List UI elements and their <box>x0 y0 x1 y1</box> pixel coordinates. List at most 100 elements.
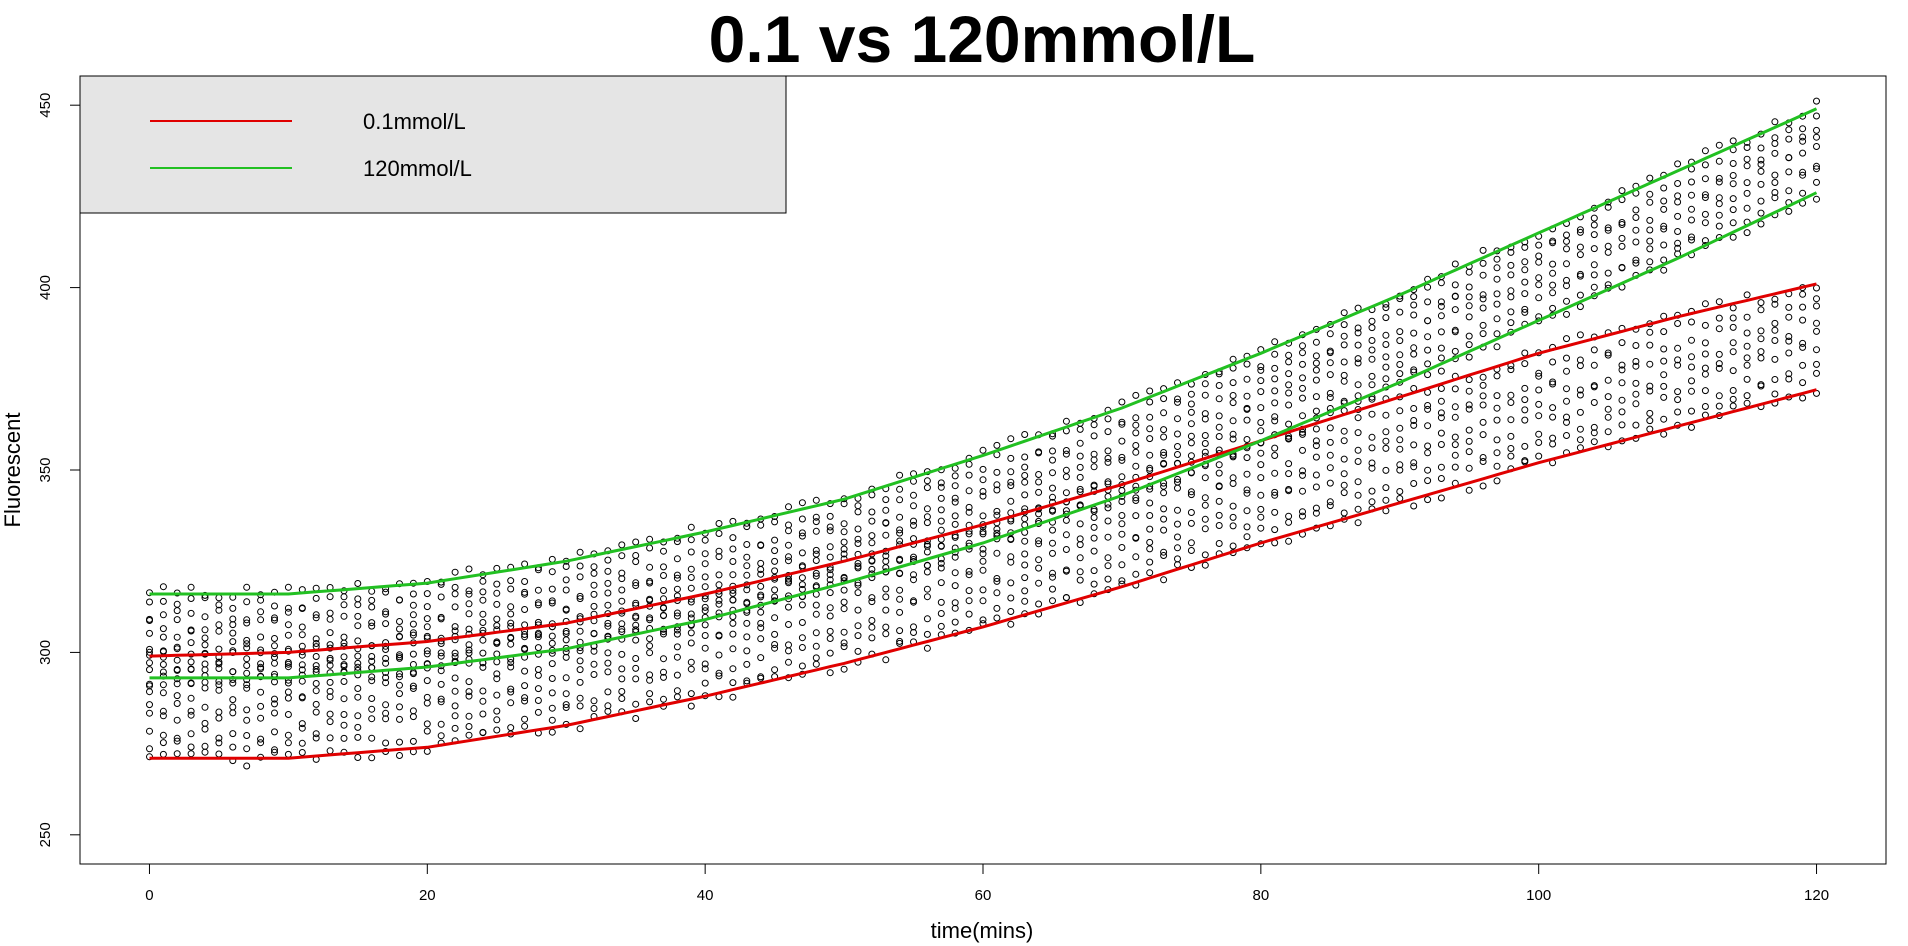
data-point <box>159 739 167 747</box>
data-point <box>1132 442 1140 449</box>
data-point <box>562 605 570 613</box>
data-point <box>1715 402 1723 410</box>
data-point <box>1312 366 1320 374</box>
data-point <box>562 701 570 709</box>
data-point <box>1785 313 1793 321</box>
data-point <box>423 615 431 623</box>
data-point <box>673 626 681 634</box>
data-point <box>1757 306 1765 314</box>
legend-label-0.1mmol: 0.1mmol/L <box>363 109 466 134</box>
data-point <box>590 697 598 705</box>
data-point <box>1674 361 1682 369</box>
data-point <box>1785 333 1793 340</box>
data-point <box>298 739 306 747</box>
data-point <box>1535 430 1543 438</box>
data-point <box>326 656 334 664</box>
data-point <box>243 619 251 627</box>
data-point <box>1354 355 1362 363</box>
data-point <box>1479 373 1487 381</box>
data-point <box>1368 487 1376 495</box>
data-point <box>729 571 737 579</box>
data-point <box>1104 575 1112 583</box>
data-point <box>507 688 515 696</box>
data-point <box>437 698 445 706</box>
data-point <box>826 512 834 520</box>
data-point <box>1424 360 1432 368</box>
data-point <box>910 576 917 584</box>
data-point <box>979 465 987 473</box>
data-point <box>1618 263 1626 271</box>
data-point <box>729 545 737 553</box>
data-point <box>1618 379 1626 387</box>
data-point <box>507 659 515 666</box>
data-point <box>354 612 362 620</box>
data-point <box>1813 178 1820 186</box>
data-point <box>1271 444 1279 452</box>
data-point <box>1757 197 1765 205</box>
data-point <box>701 536 709 544</box>
data-point <box>1132 448 1140 456</box>
data-point <box>326 661 334 669</box>
data-point <box>1285 518 1293 526</box>
data-point <box>1660 345 1668 353</box>
data-point <box>465 590 473 598</box>
data-point <box>326 687 334 695</box>
data-point <box>562 563 570 570</box>
data-point <box>1007 478 1015 486</box>
data-point <box>604 668 612 676</box>
data-point <box>1104 504 1112 512</box>
data-point <box>1424 346 1432 354</box>
data-point <box>1757 299 1765 307</box>
data-point <box>951 472 959 480</box>
data-point <box>1021 587 1029 595</box>
data-point <box>1021 463 1029 471</box>
data-point <box>673 612 681 620</box>
data-point <box>1187 539 1195 547</box>
data-point <box>1160 426 1168 434</box>
data-point <box>382 701 390 709</box>
data-point <box>743 562 751 570</box>
data-point <box>729 665 737 673</box>
data-point <box>1451 413 1459 421</box>
data-point <box>1243 533 1251 541</box>
data-point <box>1563 367 1570 375</box>
data-point <box>1035 448 1043 456</box>
data-point <box>1410 459 1418 467</box>
data-point <box>1201 525 1209 533</box>
y-tick-label: 400 <box>37 275 54 300</box>
data-point <box>1674 244 1682 252</box>
data-point <box>937 542 945 550</box>
data-point <box>646 535 654 543</box>
data-point <box>1354 341 1362 349</box>
data-point <box>340 653 348 661</box>
data-point <box>632 664 640 672</box>
data-point <box>1354 446 1362 454</box>
data-point <box>882 593 890 601</box>
data-point <box>1646 360 1654 368</box>
data-point <box>923 513 931 521</box>
data-point <box>979 492 987 500</box>
data-point <box>1535 252 1543 260</box>
data-point <box>1340 332 1348 340</box>
data-point <box>312 708 320 716</box>
data-point <box>1479 431 1487 439</box>
data-point <box>1160 576 1168 584</box>
data-point <box>1062 594 1070 601</box>
data-point <box>1521 457 1529 465</box>
data-point <box>1382 437 1390 445</box>
data-point <box>785 527 792 535</box>
data-point <box>937 506 945 514</box>
data-point <box>979 557 987 565</box>
data-point <box>1688 216 1695 224</box>
data-point <box>1715 141 1723 149</box>
data-point <box>993 486 1001 494</box>
data-point <box>993 614 1001 622</box>
data-point <box>340 721 348 729</box>
data-point <box>632 538 640 546</box>
data-point <box>1257 366 1265 374</box>
data-point <box>284 608 292 616</box>
data-point <box>493 707 501 715</box>
data-point <box>1729 180 1737 188</box>
data-point <box>187 583 195 591</box>
data-point <box>826 604 834 612</box>
